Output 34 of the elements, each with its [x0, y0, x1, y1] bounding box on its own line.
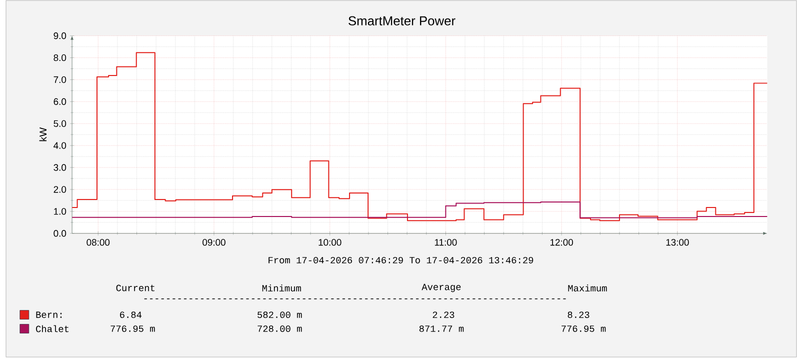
- text: Current: [116, 285, 154, 292]
- y-tick-label: 7.0: [54, 76, 66, 84]
- y-tick-label: 5.0: [54, 120, 66, 128]
- y-tick-label: 6.0: [54, 98, 66, 106]
- text: 2.23: [432, 312, 454, 318]
- x-tick-label: 10:00: [318, 239, 342, 246]
- text: Maximum: [568, 284, 607, 292]
- text: Minimum: [262, 284, 301, 292]
- x-tick-label: 08:00: [86, 239, 110, 246]
- y-axis-title: kW: [39, 128, 47, 142]
- text: Average: [422, 284, 461, 292]
- x-tick-label: 09:00: [202, 239, 226, 246]
- legend-label: Bern:: [36, 312, 62, 318]
- y-tick-label: 4.0: [54, 142, 66, 150]
- x-tick-label: 12:00: [550, 239, 573, 246]
- text: 728.00 m: [258, 326, 302, 332]
- text: 582.00 m: [258, 312, 302, 318]
- x-tick-label: 13:00: [666, 239, 689, 246]
- y-tick-label: 2.0: [54, 186, 66, 194]
- text: 6.84: [120, 312, 142, 318]
- x-tick-label: 11:00: [434, 239, 457, 246]
- legend-label: Chalet: [36, 325, 69, 332]
- y-tick-label: 1.0: [54, 208, 66, 216]
- text: 776.95 m: [562, 326, 606, 332]
- chart-title: SmartMeter Power: [348, 16, 456, 26]
- y-tick-label: 8.0: [54, 54, 66, 62]
- text: ---------------------------------------------------------------------------: [144, 298, 566, 300]
- y-tick-label: 0.0: [54, 230, 66, 237]
- text: 776.95 m: [110, 326, 155, 332]
- text: 871.77 m: [419, 326, 464, 332]
- y-tick-label: 3.0: [54, 164, 66, 172]
- text: 8.23: [568, 312, 590, 318]
- text: From 17-04-2026 07:46:29 To 17-04-2026 13:46:29: [268, 257, 534, 264]
- y-tick-label: 9.0: [54, 32, 66, 40]
